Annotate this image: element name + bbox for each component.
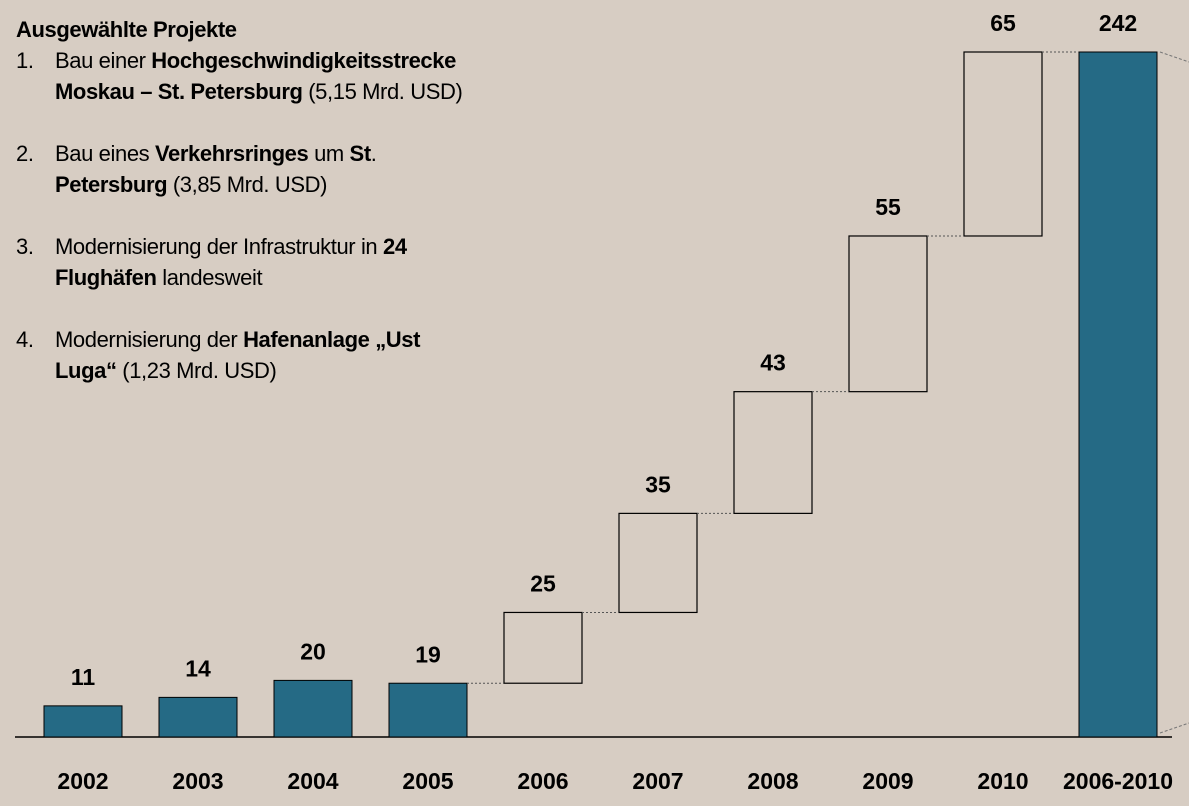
x-tick-label: 2008	[747, 768, 798, 794]
project-list: Ausgewählte Projekte 1. Bau einer Hochges…	[16, 14, 463, 417]
text-run: Modernisierung der	[55, 327, 244, 352]
item-number: 2.	[16, 141, 34, 166]
edge-line	[1159, 51, 1189, 63]
text-line: Modernisierung der Infrastruktur in 24	[55, 231, 407, 262]
value-label: 19	[415, 641, 441, 667]
list-heading: Ausgewählte Projekte	[16, 17, 237, 42]
text-line: Modernisierung der Hafenanlage „Ust	[55, 324, 420, 355]
item-text: Bau eines Verkehrsringes um St. Petersbur…	[55, 138, 377, 200]
text-line: Bau einer Hochgeschwindigkeitsstrecke	[55, 45, 462, 76]
bar	[1078, 51, 1158, 738]
x-tick-label: 2006-2010	[1063, 768, 1173, 794]
value-label: 35	[645, 471, 671, 497]
edge-line	[1159, 722, 1189, 734]
item-text: Bau einer Hochgeschwindigkeitsstrecke Mos…	[55, 45, 463, 107]
item-number: 1.	[16, 48, 34, 73]
text-run: .	[370, 141, 377, 166]
text-run: 24	[382, 234, 407, 259]
text-run: Luga“	[55, 358, 117, 383]
value-label: 14	[185, 655, 211, 681]
bar	[158, 696, 238, 738]
list-item: 4. Modernisierung der Hafenanlage „Ust Lug…	[16, 324, 462, 386]
item-text: Modernisierung der Hafenanlage „Ust Luga“…	[55, 324, 420, 386]
text-run: (3,85 Mrd. USD)	[167, 172, 328, 197]
list-item: 3. Modernisierung der Infrastruktur in 24…	[16, 231, 462, 293]
value-label: 65	[990, 10, 1016, 36]
bar	[43, 705, 123, 738]
text-line: Bau eines Verkehrsringes um St.	[55, 138, 377, 169]
text-run: Hafenanlage „Ust	[243, 327, 421, 352]
step-box	[618, 512, 698, 614]
text-run: um	[308, 141, 350, 166]
item-number: 4.	[16, 327, 34, 352]
x-tick-label: 2006	[517, 768, 568, 794]
step-box	[963, 51, 1043, 237]
x-tick-label: 2007	[632, 768, 683, 794]
value-label: 20	[300, 638, 326, 664]
text-run: St	[349, 141, 372, 166]
x-tick-label: 2005	[402, 768, 453, 794]
text-run: (1,23 Mrd. USD)	[116, 358, 277, 383]
text-run: Bau einer	[55, 48, 152, 73]
text-line: Flughäfen landesweit	[55, 262, 407, 293]
list-item: 2. Bau eines Verkehrsringes um St. Petersb…	[16, 138, 462, 200]
text-run: Hochgeschwindigkeitsstrecke	[151, 48, 456, 73]
text-run: Bau eines	[55, 141, 155, 166]
items: 1. Bau einer Hochgeschwindigkeitsstrecke M…	[16, 45, 463, 386]
value-label: 43	[760, 350, 786, 376]
step-box	[503, 611, 583, 684]
text-run: Petersburg	[55, 172, 168, 197]
bar	[273, 679, 353, 738]
text-run: Moskau – St. Petersburg	[55, 79, 303, 104]
text-line: Moskau – St. Petersburg (5,15 Mrd. USD)	[55, 76, 463, 107]
text-line: Luga“ (1,23 Mrd. USD)	[55, 355, 420, 386]
bar	[388, 682, 468, 738]
value-label: 25	[530, 571, 556, 597]
item-number: 3.	[16, 234, 34, 259]
step-box	[848, 235, 928, 393]
text-run: Modernisierung der Infrastruktur in	[55, 234, 383, 259]
value-label: 242	[1099, 10, 1137, 36]
x-tick-label: 2004	[287, 768, 338, 794]
text-run: landesweit	[156, 265, 263, 290]
x-tick-label: 2010	[977, 768, 1028, 794]
text-line: Petersburg (3,85 Mrd. USD)	[55, 169, 376, 200]
x-tick-label: 2002	[57, 768, 108, 794]
text-run: (5,15 Mrd. USD)	[302, 79, 463, 104]
x-tick-label: 2003	[172, 768, 223, 794]
list-item: 1. Bau einer Hochgeschwindigkeitsstrecke M…	[16, 45, 463, 107]
step-box	[733, 391, 813, 514]
value-label: 55	[875, 194, 901, 220]
text-run: Verkehrsringes	[154, 141, 309, 166]
item-text: Modernisierung der Infrastruktur in 24 Fl…	[55, 231, 407, 293]
text-run: Flughäfen	[55, 265, 157, 290]
x-tick-label: 2009	[862, 768, 913, 794]
value-label: 11	[71, 664, 96, 690]
